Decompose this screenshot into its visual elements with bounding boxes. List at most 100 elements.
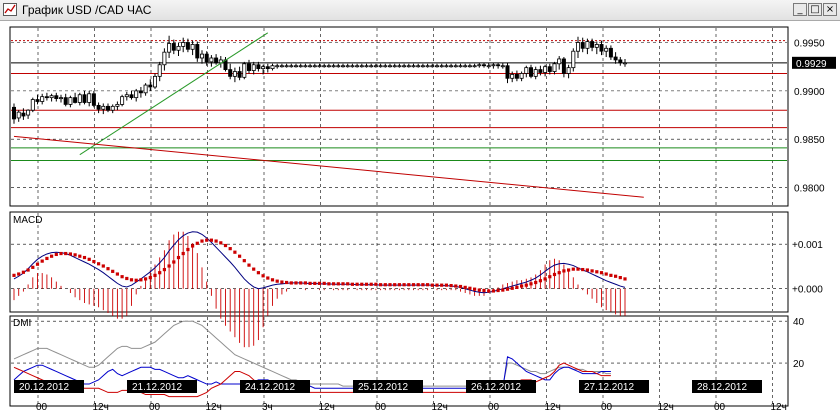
candle-body <box>256 64 261 70</box>
candle <box>115 101 120 111</box>
candle <box>604 45 609 58</box>
minimize-button[interactable]: _ <box>793 3 807 16</box>
candle <box>44 92 49 101</box>
candle-body <box>35 99 40 102</box>
macd-signal-dot <box>266 276 270 280</box>
current-price-label: 0.9929 <box>796 59 827 70</box>
candle <box>82 90 87 105</box>
macd-signal-dot <box>303 281 307 285</box>
candle <box>444 63 449 68</box>
macd-signal-dot <box>341 282 345 286</box>
macd-signal-dot <box>59 251 63 256</box>
candle <box>134 88 139 102</box>
candle <box>251 61 256 75</box>
macd-signal-dot <box>440 283 444 287</box>
macd-signal-dot <box>73 253 77 257</box>
candle <box>514 70 519 82</box>
candle <box>228 63 233 80</box>
macd-signal-dot <box>195 241 199 245</box>
macd-signal-dot <box>21 270 25 274</box>
macd-signal-dot <box>205 238 209 242</box>
date-label: 28.12.2012 <box>697 382 747 393</box>
macd-signal-dot <box>416 283 420 287</box>
macd-signal-dot <box>567 268 571 272</box>
candle-body <box>30 99 35 111</box>
macd-signal-dot <box>407 283 411 287</box>
candle-body <box>500 65 505 68</box>
candles <box>11 35 628 124</box>
macd-pane[interactable] <box>9 211 789 313</box>
candle-body <box>402 65 407 68</box>
macd-signal-dot <box>294 281 298 285</box>
candle-body <box>284 65 289 68</box>
macd-signal-dot <box>426 283 430 287</box>
candle <box>73 92 78 104</box>
hour-label: 00 <box>601 402 613 413</box>
candle <box>312 63 317 68</box>
macd-signal-dot <box>186 247 190 252</box>
candle <box>120 94 125 107</box>
candle-body <box>481 64 486 67</box>
candle-body <box>199 53 204 59</box>
macd-signal-dot <box>82 255 87 260</box>
candle <box>458 63 463 68</box>
candle-body <box>444 65 449 68</box>
macd-signal-dot <box>454 284 458 288</box>
candle <box>26 109 31 119</box>
candle-body <box>40 96 45 102</box>
candle-body <box>110 105 115 111</box>
macd-signal-dot <box>176 255 181 260</box>
candle-body <box>585 41 590 49</box>
candle-body <box>242 63 247 78</box>
macd-signal-dot <box>487 289 491 293</box>
candle-body <box>571 50 576 69</box>
date-label-bg <box>14 380 84 393</box>
candle <box>608 45 613 60</box>
candle-body <box>204 53 209 63</box>
candle <box>547 63 552 75</box>
macd-signal-dot <box>374 282 378 286</box>
macd-signal-dot <box>332 282 336 286</box>
candle-body <box>124 94 129 98</box>
macd-signal-dot <box>167 264 171 268</box>
candle-body <box>143 84 148 94</box>
candle-body <box>251 64 256 71</box>
candle <box>486 62 491 69</box>
candle <box>585 38 590 55</box>
candle <box>185 38 190 53</box>
close-button[interactable]: × <box>823 3 837 16</box>
macd-signal-dot <box>458 284 463 289</box>
hour-label: 12ч <box>545 402 561 413</box>
candle-body <box>453 65 458 68</box>
macd-signal-dot <box>618 275 622 280</box>
candle <box>214 54 219 65</box>
candle <box>21 108 26 120</box>
chart-canvas[interactable]: 0.9950 0.9900 0.9850 0.9800 0.9929 +0.001 +0.0… <box>0 21 840 416</box>
candle-body <box>152 75 157 88</box>
dmi-tick-label: 20 <box>793 359 805 370</box>
price-pane[interactable] <box>9 26 789 207</box>
candle-body <box>425 65 430 68</box>
macd-signal-dot <box>534 280 538 285</box>
candle <box>167 35 172 58</box>
candle <box>477 62 482 68</box>
candle-body <box>486 65 491 68</box>
time-axis: 20.12.2012 21.12.2012 24.12.2012 25.12.2012… <box>14 380 787 413</box>
maximize-button[interactable]: □ <box>808 3 822 16</box>
macd-signal-dot <box>496 288 500 293</box>
candle <box>176 42 181 57</box>
macd-signal-dot <box>134 278 138 282</box>
candle-body <box>547 66 552 72</box>
candle-body <box>359 65 364 68</box>
candle-body <box>552 63 557 72</box>
candle <box>124 91 129 101</box>
macd-signal-dot <box>599 271 604 275</box>
candle <box>519 71 524 82</box>
macd-signal-dot <box>435 283 439 287</box>
candle-body <box>298 65 303 68</box>
macd-signal-dot <box>172 260 176 264</box>
macd-signal-dot <box>40 259 44 263</box>
trend-lines <box>13 32 644 198</box>
date-label: 25.12.2012 <box>358 382 408 393</box>
candle <box>580 37 585 53</box>
